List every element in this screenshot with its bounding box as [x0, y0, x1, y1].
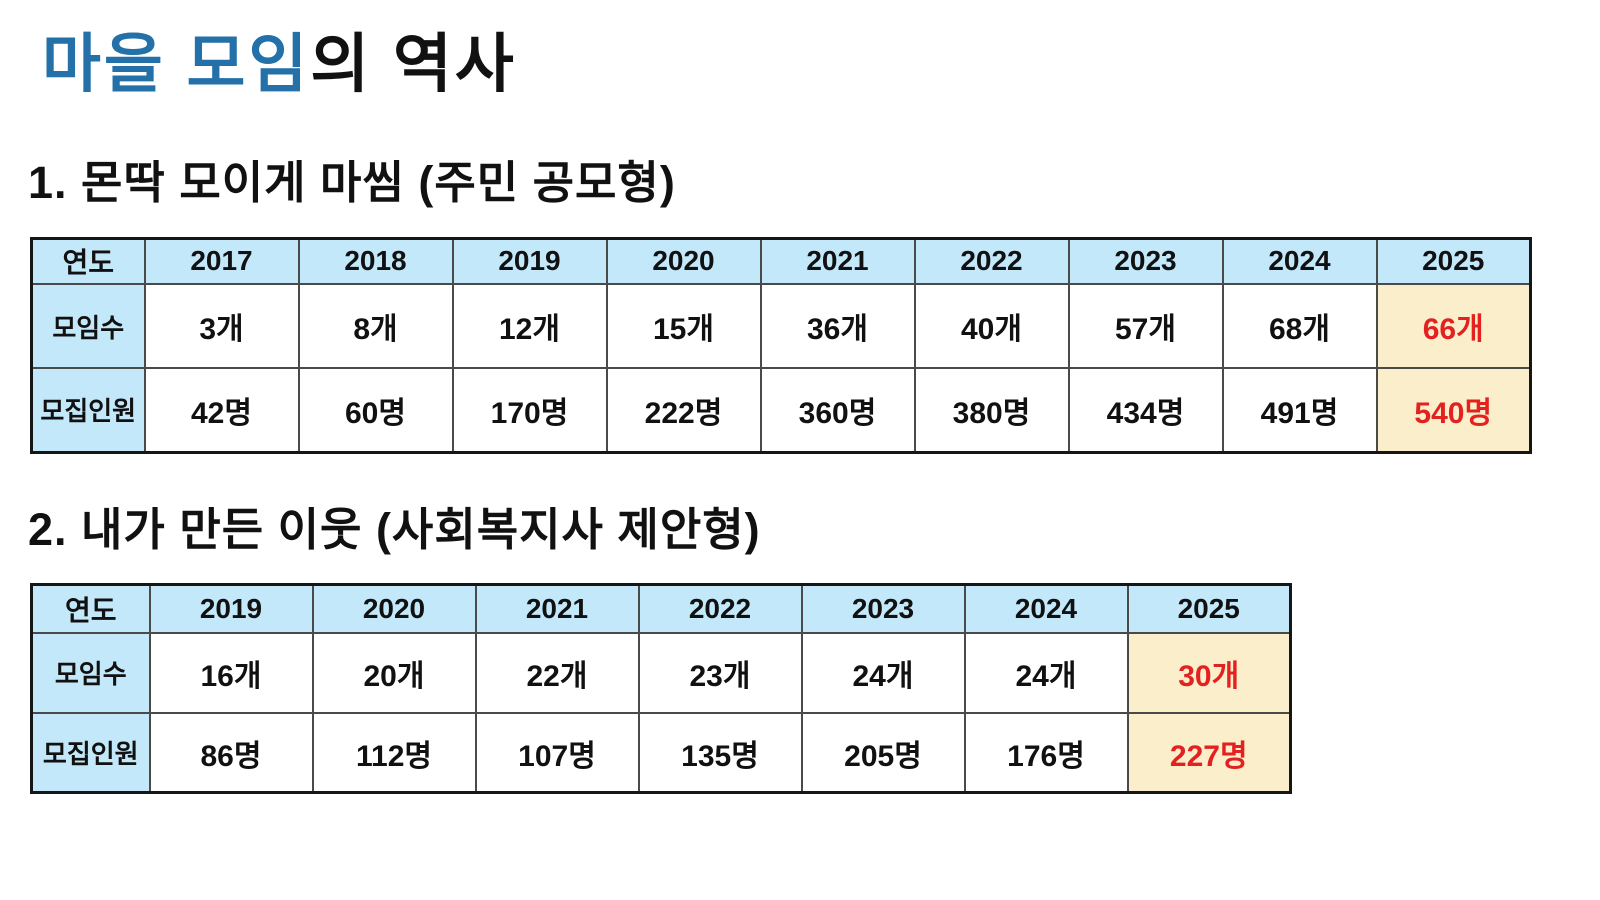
table-1-year-cell: 2018	[297, 237, 454, 286]
table-1-row-label: 모임수	[30, 283, 146, 370]
table-1-year-cell: 2017	[143, 237, 300, 286]
table-1-data-cell: 15개	[605, 283, 762, 370]
section-1-heading: 1. 몬딱 모이게 마씸 (주민 공모형)	[28, 156, 676, 208]
table-2-data-cell: 205명	[800, 711, 966, 794]
table-2-year-cell: 2021	[474, 583, 640, 634]
table-2-data-cell: 24개	[963, 631, 1129, 714]
table-1-data-cell: 12개	[451, 283, 608, 370]
table-1-data-cell: 3개	[143, 283, 300, 370]
table-2-people-row: 모집인원 86명 112명 107명 135명 205명 176명 227명	[30, 711, 1292, 794]
table-1-groups-row: 모임수 3개 8개 12개 15개 36개 40개 57개 68개 66개	[30, 283, 1532, 370]
table-1-corner-cell: 연도	[30, 237, 146, 286]
table-2-header-row: 연도 2019 2020 2021 2022 2023 2024 2025	[30, 583, 1292, 634]
table-2-data-cell: 135명	[637, 711, 803, 794]
table-1-data-cell: 57개	[1067, 283, 1224, 370]
page-title: 마을 모임의 역사	[42, 26, 1600, 103]
page-title-accent: 마을 모임	[42, 28, 311, 100]
table-1-data-cell: 380명	[913, 367, 1070, 454]
table-2-year-cell: 2024	[963, 583, 1129, 634]
table-2-data-cell: 107명	[474, 711, 640, 794]
table-1-year-cell: 2019	[451, 237, 608, 286]
section-2-heading: 2. 내가 만든 이웃 (사회복지사 제안형)	[28, 503, 761, 555]
table-2-row-label: 모임수	[30, 631, 151, 714]
table-1-data-cell: 360명	[759, 367, 916, 454]
table-2-data-cell: 22개	[474, 631, 640, 714]
table-1-row-label: 모집인원	[30, 367, 146, 454]
table-resident-contest: 연도 2017 2018 2019 2020 2021 2022 2023 20…	[30, 236, 1532, 454]
table-1-data-cell: 491명	[1221, 367, 1378, 454]
table-1-highlight-cell: 540명	[1375, 367, 1532, 454]
table-2-highlight-cell: 30개	[1126, 631, 1292, 714]
table-1-data-cell: 60명	[297, 367, 454, 454]
table-1-data-cell: 42명	[143, 367, 300, 454]
table-2-row-label: 모집인원	[30, 711, 151, 794]
table-1-data-cell: 434명	[1067, 367, 1224, 454]
table-2-year-cell: 2023	[800, 583, 966, 634]
table-2-data-cell: 176명	[963, 711, 1129, 794]
table-2-highlight-cell: 227명	[1126, 711, 1292, 794]
table-1-data-cell: 68개	[1221, 283, 1378, 370]
table-2-groups-row: 모임수 16개 20개 22개 23개 24개 24개 30개	[30, 631, 1292, 714]
table-1-data-cell: 36개	[759, 283, 916, 370]
table-1-year-cell: 2024	[1221, 237, 1378, 286]
table-2-data-cell: 23개	[637, 631, 803, 714]
table-2-data-cell: 16개	[148, 631, 314, 714]
table-2-year-cell: 2022	[637, 583, 803, 634]
table-social-worker-proposal: 연도 2019 2020 2021 2022 2023 2024 2025 모임…	[30, 583, 1292, 795]
table-1-year-cell: 2020	[605, 237, 762, 286]
table-2-year-cell: 2019	[148, 583, 314, 634]
table-2-corner-cell: 연도	[30, 583, 151, 634]
table-2-data-cell: 24개	[800, 631, 966, 714]
page-title-rest: 의 역사	[310, 28, 517, 100]
table-1-year-cell: 2025	[1375, 237, 1532, 286]
table-1-data-cell: 170명	[451, 367, 608, 454]
table-1-highlight-cell: 66개	[1375, 283, 1532, 370]
table-2-year-cell: 2025	[1126, 583, 1292, 634]
table-2-data-cell: 112명	[311, 711, 477, 794]
table-1-data-cell: 222명	[605, 367, 762, 454]
table-2-data-cell: 86명	[148, 711, 314, 794]
table-1-data-cell: 8개	[297, 283, 454, 370]
table-2-year-cell: 2020	[311, 583, 477, 634]
table-1-data-cell: 40개	[913, 283, 1070, 370]
table-2-data-cell: 20개	[311, 631, 477, 714]
table-1-year-cell: 2021	[759, 237, 916, 286]
table-1-year-cell: 2023	[1067, 237, 1224, 286]
table-1-year-cell: 2022	[913, 237, 1070, 286]
table-1-people-row: 모집인원 42명 60명 170명 222명 360명 380명 434명 49…	[30, 367, 1532, 454]
table-1-header-row: 연도 2017 2018 2019 2020 2021 2022 2023 20…	[30, 237, 1532, 286]
